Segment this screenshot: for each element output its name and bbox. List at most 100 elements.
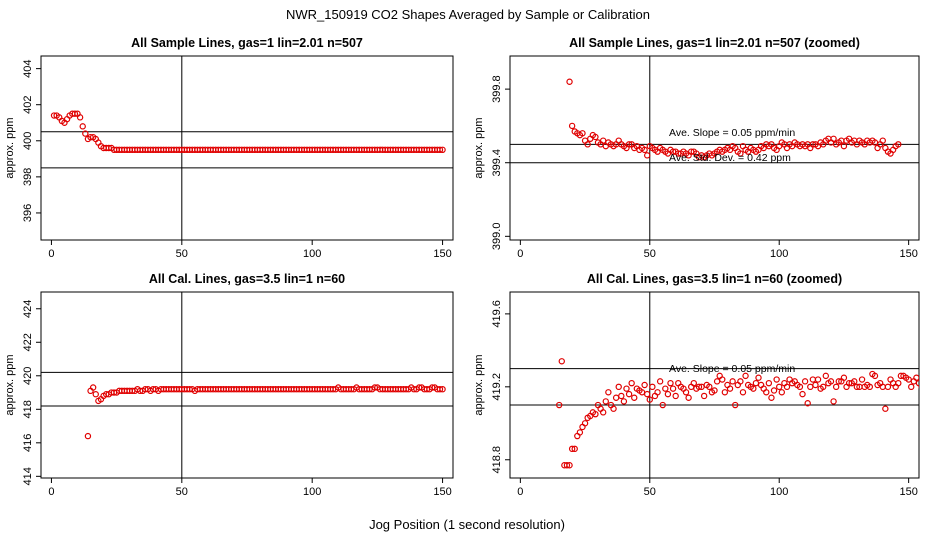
y-tick-label: 414 xyxy=(22,467,34,485)
data-point xyxy=(656,378,664,385)
data-point xyxy=(690,379,697,387)
x-tick-label: 100 xyxy=(303,486,321,498)
data-point xyxy=(579,130,586,137)
data-point xyxy=(840,374,848,381)
data-point xyxy=(770,387,778,394)
x-tick-label: 50 xyxy=(644,486,656,498)
data-point xyxy=(555,401,563,409)
data-point xyxy=(908,383,915,391)
y-tick-label: 422 xyxy=(22,333,34,351)
y-tick-label: 399.8 xyxy=(491,75,503,103)
data-point xyxy=(592,410,599,418)
data-point xyxy=(713,378,721,385)
data-point xyxy=(644,390,651,398)
data-point xyxy=(571,445,578,453)
data-point xyxy=(737,378,744,385)
chart-title: All Cal. Lines, gas=3.5 lin=1 n=60 (zoom… xyxy=(587,272,842,286)
data-point xyxy=(924,375,929,380)
annotation: Ave. Slope = 0.05 ppm/min xyxy=(669,127,795,139)
data-point xyxy=(682,389,690,396)
y-tick-label: 404 xyxy=(22,59,34,77)
data-point xyxy=(82,130,89,137)
data-point xyxy=(436,385,444,393)
data-point xyxy=(581,420,589,427)
data-point xyxy=(820,383,827,391)
data-points xyxy=(50,110,446,153)
y-tick-label: 419.6 xyxy=(491,300,503,328)
x-tick-label: 0 xyxy=(48,486,54,498)
data-points xyxy=(555,358,936,469)
data-point xyxy=(835,378,842,385)
data-point xyxy=(809,376,817,383)
x-tick-label: 0 xyxy=(517,486,523,498)
y-tick-label: 402 xyxy=(22,96,34,114)
y-tick-label: 416 xyxy=(22,434,34,452)
data-point xyxy=(667,379,674,387)
data-point xyxy=(812,381,819,389)
data-point xyxy=(765,379,773,387)
y-tick-label: 419.2 xyxy=(491,373,503,401)
data-point xyxy=(620,398,628,405)
data-point xyxy=(439,385,446,393)
y-tick-label: 418 xyxy=(22,400,34,418)
data-point xyxy=(602,398,609,405)
x-tick-label: 150 xyxy=(899,248,917,260)
data-point xyxy=(776,383,783,391)
data-point xyxy=(700,392,708,400)
data-point xyxy=(719,376,726,383)
data-point xyxy=(563,462,571,469)
data-point xyxy=(568,122,576,130)
data-point xyxy=(592,133,599,141)
data-point xyxy=(721,389,729,396)
chart-panel-2: All Sample Lines, gas=1 lin=2.01 n=507 (… xyxy=(473,36,920,260)
y-tick-label: 420 xyxy=(22,367,34,385)
data-point xyxy=(750,385,757,392)
chart-title: All Sample Lines, gas=1 lin=2.01 n=507 (… xyxy=(569,36,860,50)
data-point xyxy=(615,383,622,391)
data-point xyxy=(76,114,84,121)
data-point xyxy=(558,358,565,365)
data-point xyxy=(822,372,830,380)
data-points xyxy=(84,384,446,440)
y-tick-label: 399.4 xyxy=(491,149,503,177)
x-tick-label: 50 xyxy=(176,248,188,260)
data-point xyxy=(659,401,666,409)
figure-title: NWR_150919 CO2 Shapes Averaged by Sample… xyxy=(286,7,650,22)
data-point xyxy=(669,385,677,392)
data-point xyxy=(628,379,635,387)
data-point xyxy=(866,383,874,391)
data-point xyxy=(763,389,770,396)
data-point xyxy=(439,146,446,153)
data-point xyxy=(685,394,692,401)
data-point xyxy=(739,389,747,396)
data-point xyxy=(92,391,99,398)
x-tick-label: 50 xyxy=(176,486,188,498)
data-point xyxy=(913,374,919,381)
x-tick-label: 150 xyxy=(433,248,451,260)
annotation: Ave. Std. Dev. = 0.42 ppm xyxy=(669,152,791,164)
data-point xyxy=(858,376,866,383)
data-point xyxy=(625,390,633,398)
plot-frame xyxy=(40,55,454,241)
data-point xyxy=(654,389,661,396)
data-point xyxy=(932,381,936,386)
y-tick-label: 400 xyxy=(22,132,34,150)
data-point xyxy=(783,383,791,391)
y-tick-label: 418.8 xyxy=(491,446,503,474)
data-point xyxy=(853,383,861,391)
data-point xyxy=(566,462,573,469)
y-axis-label: approx. ppm xyxy=(473,117,485,178)
data-point xyxy=(618,392,625,400)
data-point xyxy=(742,372,749,380)
data-point xyxy=(922,384,927,389)
data-point xyxy=(851,378,858,385)
data-point xyxy=(641,146,648,154)
data-point xyxy=(612,394,620,401)
data-point xyxy=(89,384,97,391)
plot-frame xyxy=(40,291,454,479)
data-point xyxy=(801,378,809,385)
plot-frame xyxy=(509,55,920,241)
data-point xyxy=(726,385,734,392)
data-point xyxy=(649,383,656,391)
